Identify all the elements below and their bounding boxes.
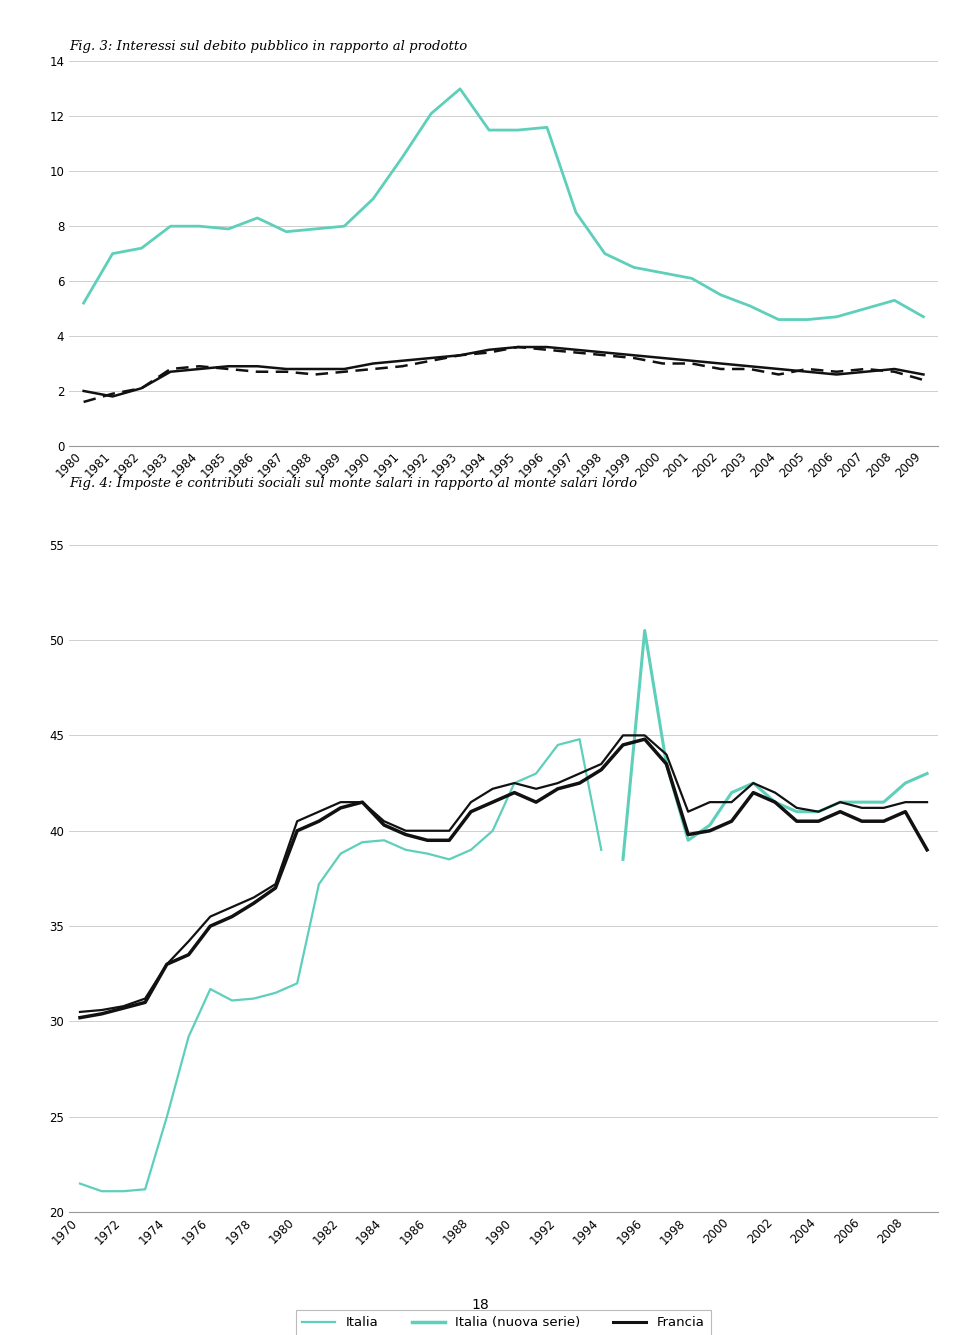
Legend: Italia, Francia, Germania: Italia, Francia, Germania: [319, 559, 688, 585]
Text: Fig. 4: Imposte e contributi sociali sul monte salari in rapporto al monte salar: Fig. 4: Imposte e contributi sociali sul…: [69, 477, 637, 490]
Text: 18: 18: [471, 1299, 489, 1312]
Legend: Italia, Italia (nuova serie), Francia: Italia, Italia (nuova serie), Francia: [296, 1310, 711, 1335]
Text: Fig. 3: Interessi sul debito pubblico in rapporto al prodotto: Fig. 3: Interessi sul debito pubblico in…: [69, 40, 468, 53]
